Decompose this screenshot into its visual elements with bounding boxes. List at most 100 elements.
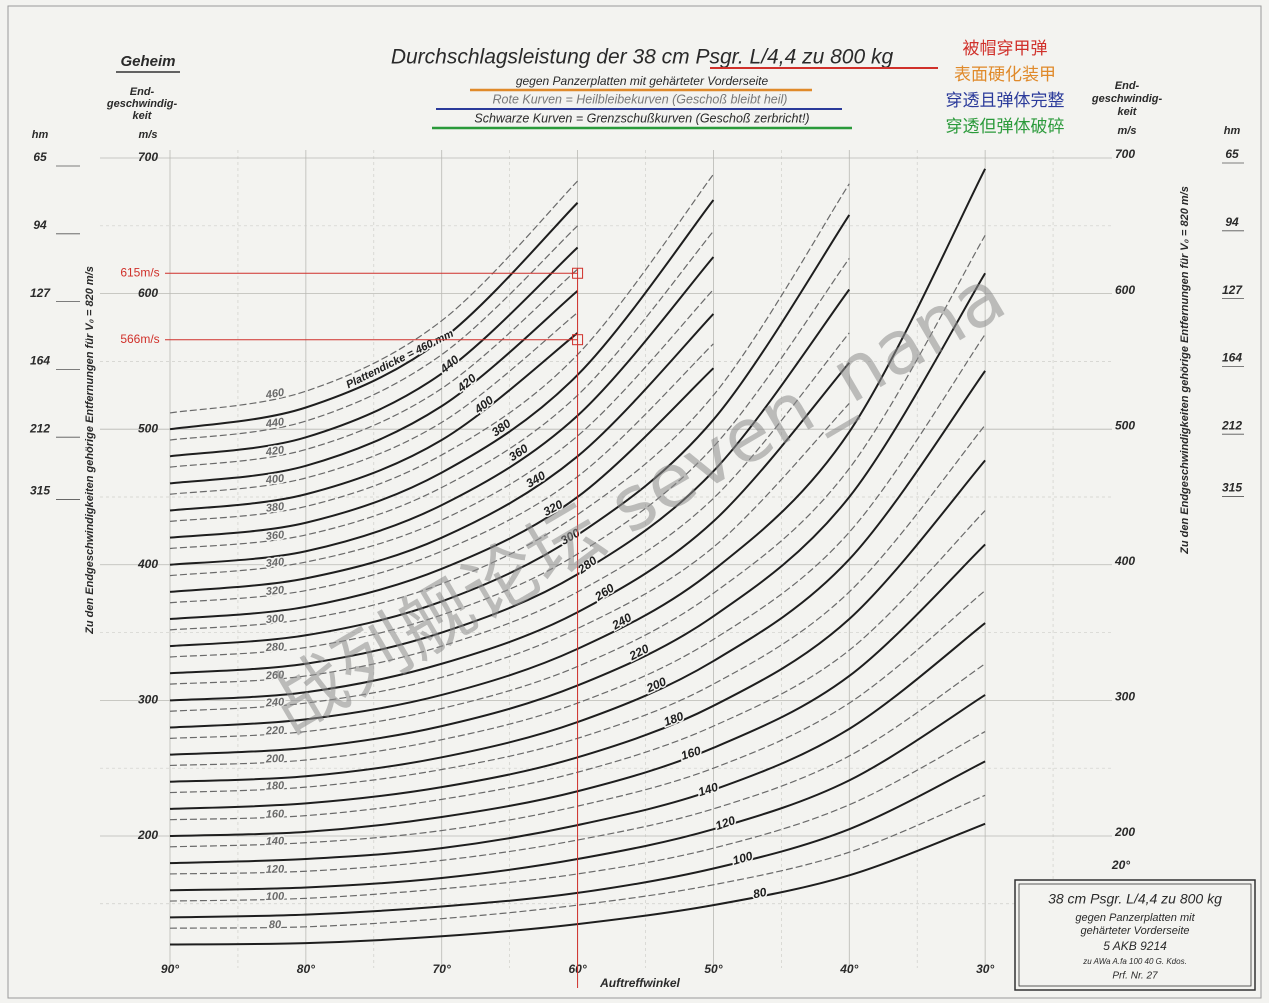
limit-curve-break (169, 459, 986, 810)
limit-curve-break (169, 313, 715, 593)
y-tick-label: 200 (1114, 825, 1135, 839)
stamp-line: Prf. Nr. 27 (1112, 971, 1158, 982)
y-tick-label: 400 (1114, 554, 1135, 568)
chart-title: Durchschlagsleistung der 38 cm Psgr. L/4… (391, 46, 894, 69)
y-axis-label: keit (1118, 106, 1138, 118)
curve-label: 360 (265, 529, 285, 543)
limit-curve-intact (169, 343, 714, 604)
limit-curve-intact (169, 333, 986, 767)
range-tick-label: 164 (30, 354, 50, 368)
limit-curve-intact (169, 403, 850, 712)
note: 穿透但弹体破碎 (946, 117, 1065, 137)
y-tick-label: 500 (1115, 418, 1135, 432)
curve-label: 160 (266, 808, 286, 821)
limit-curve-break (169, 332, 579, 512)
curve-label: 100 (266, 891, 285, 903)
y-tick-label: 200 (137, 828, 158, 842)
range-axis-label: Zu den Endgeschwindigkeiten gehörige Ent… (84, 266, 96, 635)
range-tick-label: 164 (1222, 351, 1242, 365)
y-tick-label: 400 (137, 557, 158, 571)
y-tick-label: 600 (1115, 283, 1135, 297)
x-tick-label: 70° (433, 962, 451, 976)
range-tick-label: 315 (30, 484, 50, 498)
y-unit: m/s (1118, 125, 1137, 137)
y-unit: m/s (139, 129, 158, 141)
curve-label: 200 (265, 753, 286, 766)
x-tick-label: 50° (704, 962, 722, 976)
limit-curve-break (169, 622, 986, 865)
subtitle: gegen Panzerplatten mit gehärteter Vorde… (516, 74, 769, 88)
stamp-line: zu AWa A.fa 100 40 G. Kdos. (1082, 957, 1187, 966)
range-unit: hm (32, 129, 49, 141)
y-axis-label: keit (133, 110, 153, 122)
x-axis-label: Auftreffwinkel (599, 976, 680, 990)
range-tick-label: 127 (30, 286, 51, 300)
range-tick-label: 65 (33, 150, 47, 164)
y-tick-label: 500 (138, 421, 158, 435)
limit-curve-intact (169, 510, 986, 821)
stamp-line: 5 AKB 9214 (1103, 939, 1167, 953)
limit-curve-break (169, 288, 851, 675)
limit-curve-intact (169, 225, 578, 441)
subtitle: Rote Kurven = Heilbleibekurven (Geschoß … (493, 92, 788, 106)
limit-curve-intact (169, 424, 986, 794)
limit-curve-break (169, 202, 579, 431)
x-tick-label: 20° (1111, 858, 1130, 872)
limit-curve-break (169, 367, 715, 621)
limit-curve-intact (169, 663, 986, 875)
annotation-label: 566m/s (120, 332, 159, 346)
range-tick-label: 94 (33, 218, 47, 232)
curve-label: 220 (265, 725, 286, 738)
x-tick-label: 40° (839, 962, 858, 976)
limit-curve-intact (169, 268, 578, 468)
limit-curve-intact (169, 731, 986, 902)
limit-curve-intact (169, 312, 578, 495)
range-tick-label: 212 (29, 421, 50, 435)
limit-curve-intact (169, 257, 850, 658)
limit-curve-break (169, 168, 987, 729)
range-tick-label: 127 (1222, 283, 1243, 297)
curve-label: 180 (266, 780, 286, 793)
limit-curve-break (169, 256, 715, 566)
x-tick-label: 90° (161, 962, 179, 976)
curve-label: 460 (264, 387, 286, 402)
x-tick-label: 30° (976, 962, 994, 976)
limit-curve-intact (169, 180, 579, 414)
limit-curve-break (169, 246, 579, 458)
curve-label: 120 (266, 864, 285, 876)
subtitle: Schwarze Kurven = Grenzschußkurven (Gesc… (474, 111, 809, 125)
y-tick-label: 600 (138, 286, 158, 300)
note: 被帽穿甲弹 (963, 39, 1048, 59)
curve-label: 260 (264, 669, 285, 682)
y-axis-label: geschwindig- (106, 98, 178, 110)
curve-label: 300 (265, 613, 285, 626)
curve-label: 420 (264, 444, 286, 459)
paper-edge (7, 5, 1262, 999)
curve-label: 240 (264, 696, 285, 709)
y-tick-label: 700 (138, 150, 158, 164)
limit-curve-break (169, 272, 986, 756)
y-tick-label: 700 (1115, 147, 1135, 161)
stamp-line: gehärteter Vorderseite (1080, 925, 1189, 937)
limit-curve-break (169, 543, 986, 837)
stamp-box (1014, 879, 1256, 991)
limit-curve-break (169, 370, 986, 783)
limit-curve-intact (169, 234, 986, 739)
curves (169, 168, 987, 946)
stamp-line: gegen Panzerplatten mit (1075, 912, 1195, 924)
curve-label: 400 (264, 472, 286, 486)
range-tick-label: 65 (1225, 147, 1239, 161)
stamp-box-inner (1018, 883, 1252, 987)
y-tick-label: 300 (138, 693, 158, 707)
annotations: 615m/s 566m/s (120, 265, 584, 988)
limit-curve-intact (169, 289, 714, 577)
note: 表面硬化装甲 (954, 65, 1056, 85)
limit-curve-intact (169, 183, 850, 631)
range-tick-label: 212 (1221, 418, 1242, 432)
curve-label: 320 (265, 584, 285, 598)
annotation-label: 615m/s (120, 265, 159, 279)
curve-label: 380 (265, 501, 285, 515)
y-axis-label: End- (130, 86, 155, 98)
curve-label: 340 (265, 556, 285, 570)
classification: Geheim (120, 53, 175, 70)
